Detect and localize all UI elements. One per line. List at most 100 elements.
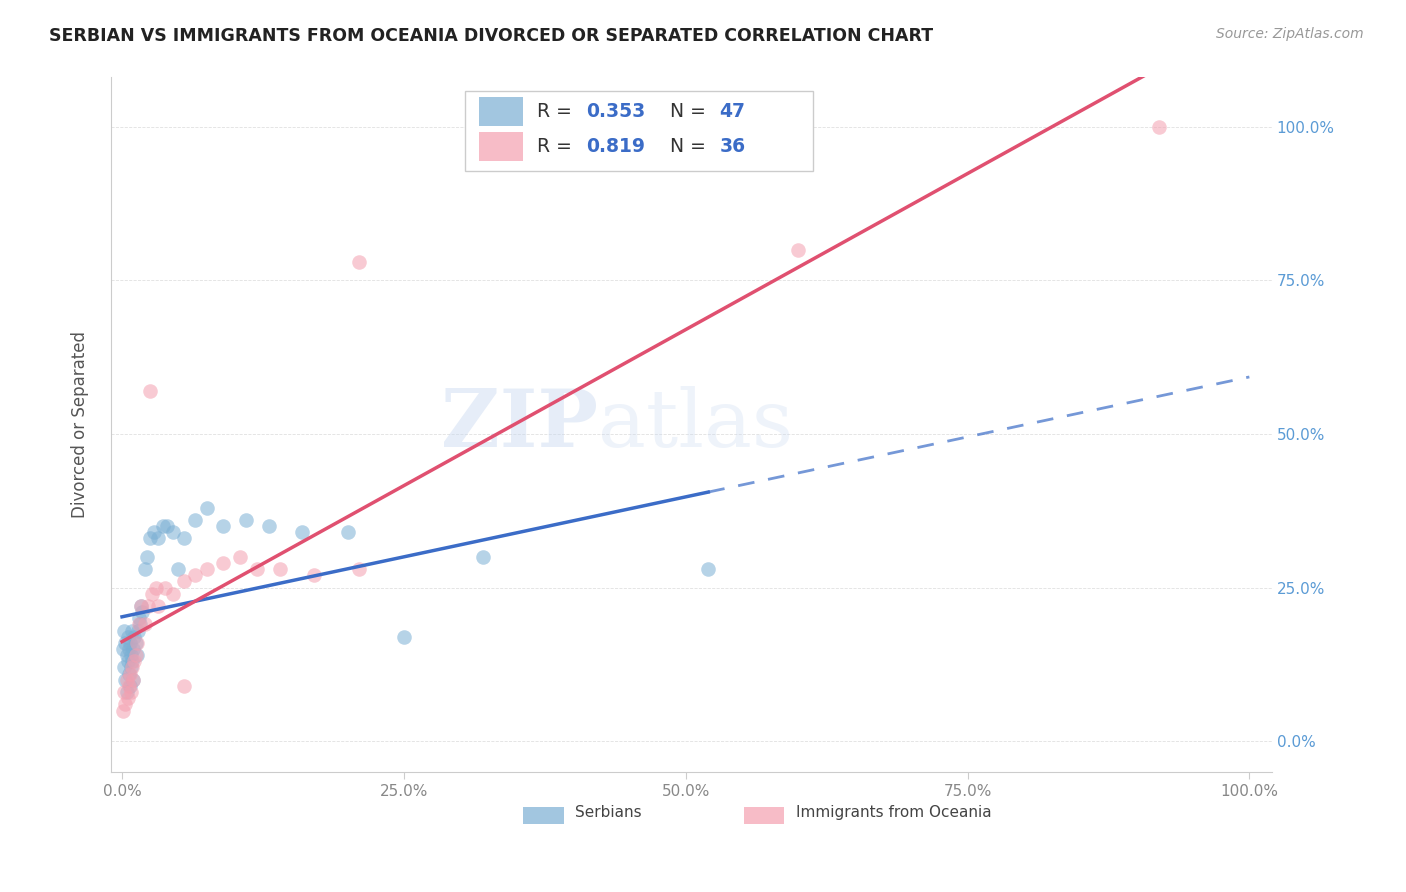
Point [131,605,153,619]
Point [114,673,136,687]
Point [173,532,195,546]
Point [114,698,136,712]
Point [212,519,235,533]
Point [112,624,135,638]
Point [141,587,163,601]
Point [146,599,169,613]
Point [471,549,494,564]
Text: N =: N = [671,103,713,121]
Point [117,630,139,644]
Point [128,611,150,625]
Point [173,574,195,589]
Point [291,525,314,540]
Point [117,691,139,706]
Text: R =: R = [537,136,578,156]
Point [246,562,269,576]
Point [336,525,359,540]
Text: R =: R = [537,103,578,121]
Point [115,685,138,699]
Point [112,704,135,718]
Point [167,562,190,576]
Text: Immigrants from Oceania: Immigrants from Oceania [796,805,991,820]
Point [392,630,415,644]
Point [129,599,152,613]
Point [787,243,810,257]
Point [269,562,291,576]
Point [162,525,184,540]
Point [121,660,143,674]
Point [212,556,235,570]
Text: Source: ZipAtlas.com: Source: ZipAtlas.com [1216,27,1364,41]
Point [121,654,143,668]
Bar [479,132,523,161]
Text: 0.353: 0.353 [586,103,645,121]
FancyBboxPatch shape [465,91,813,171]
Point [697,562,720,576]
Point [229,549,252,564]
Point [235,513,257,527]
Point [118,666,141,681]
Bar [523,806,564,824]
Point [347,562,370,576]
Point [112,685,135,699]
Point [120,648,142,663]
Point [146,532,169,546]
Point [184,568,207,582]
Text: 36: 36 [720,136,745,156]
Point [124,648,146,663]
Point [142,525,165,540]
Text: SERBIAN VS IMMIGRANTS FROM OCEANIA DIVORCED OR SEPARATED CORRELATION CHART: SERBIAN VS IMMIGRANTS FROM OCEANIA DIVOR… [49,27,934,45]
Point [112,642,135,657]
Text: ZIP: ZIP [441,385,599,464]
Point [162,587,184,601]
Text: Serbians: Serbians [575,805,643,820]
Text: 47: 47 [720,103,745,121]
Point [134,617,156,632]
Point [112,660,135,674]
Text: N =: N = [671,136,713,156]
Point [129,599,152,613]
Point [117,654,139,668]
Text: 0.819: 0.819 [586,136,645,156]
Point [152,519,174,533]
Point [120,685,142,699]
Point [139,532,162,546]
Point [124,636,146,650]
Point [156,519,179,533]
Point [153,581,176,595]
Point [195,562,218,576]
Point [134,562,156,576]
Point [124,654,146,668]
Point [173,679,195,693]
Point [184,513,207,527]
Point [115,648,138,663]
Point [118,636,141,650]
Point [1147,120,1170,134]
Point [118,642,141,657]
Point [129,617,152,632]
Point [124,630,146,644]
Point [114,636,136,650]
Point [347,255,370,269]
Point [195,500,218,515]
Point [118,666,141,681]
Point [139,384,162,398]
Bar [744,806,785,824]
Point [122,642,145,657]
Point [118,679,141,693]
Point [125,636,148,650]
Point [120,660,142,674]
Point [122,673,145,687]
Point [135,549,157,564]
Point [125,648,148,663]
Point [127,624,149,638]
Text: atlas: atlas [599,385,793,464]
Point [122,673,145,687]
Point [145,581,167,595]
Bar [479,97,523,127]
Point [257,519,280,533]
Point [302,568,325,582]
Point [118,679,141,693]
Point [121,624,143,638]
Point [128,617,150,632]
